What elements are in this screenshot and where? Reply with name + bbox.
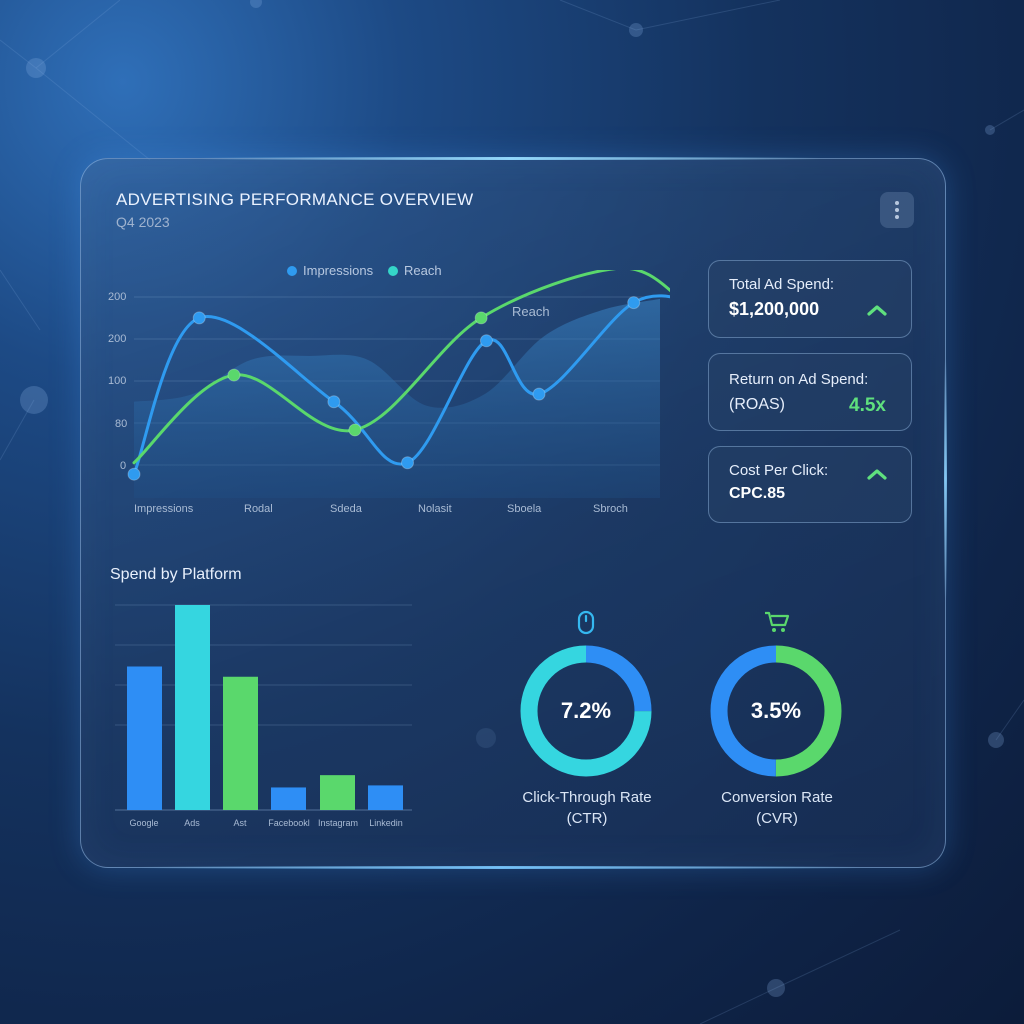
x-tick-label: Nolasit [418, 503, 452, 515]
bar-label: Facebookl [268, 818, 310, 828]
bar-ast[interactable] [223, 676, 258, 810]
bar-facebookl[interactable] [271, 787, 306, 810]
legend-item-impressions[interactable]: Impressions [287, 263, 373, 278]
data-point-reach[interactable] [474, 311, 488, 325]
legend-item-reach[interactable]: Reach [388, 263, 442, 278]
x-tick-label: Sboela [507, 503, 542, 515]
section-title-spend: Spend by Platform [110, 566, 242, 583]
ctr-label-line2: (CTR) [566, 810, 608, 827]
series-line-reach [132, 270, 670, 465]
kpi-value: $1,200,000 [729, 299, 820, 319]
more-options-button[interactable] [880, 192, 914, 228]
bar-instagram[interactable] [320, 775, 355, 810]
chevron-up-icon [867, 305, 887, 316]
x-tick-label: Impressions [134, 503, 194, 515]
bar-label: Ast [233, 818, 247, 828]
y-tick-label: 100 [108, 375, 127, 387]
bar-ads[interactable] [175, 605, 210, 810]
kpi-label: Total Ad Spend: [729, 276, 835, 293]
mouse-icon [577, 610, 595, 635]
data-point-reach[interactable] [227, 368, 241, 382]
area-series [134, 298, 660, 498]
donut-segment [710, 645, 842, 777]
bar-label: Ads [184, 818, 200, 828]
kpi-label: Cost Per Click: [729, 462, 829, 479]
series-annotation-label: Reach [512, 304, 550, 319]
panel-glow-bottom [141, 866, 861, 869]
page-subtitle: Q4 2023 [116, 214, 170, 230]
kpi-value: CPC.85 [729, 485, 786, 502]
cvr-value: 3.5% [750, 698, 802, 723]
data-point-reach[interactable] [348, 423, 362, 437]
data-point-impressions[interactable] [127, 467, 141, 481]
y-tick-label: 200 [108, 333, 127, 345]
bar-label: Google [129, 818, 159, 828]
data-point-impressions[interactable] [327, 395, 341, 409]
y-tick-label: 80 [115, 418, 128, 430]
kpi-sublabel: (ROAS) [729, 396, 785, 413]
legend-label: Reach [404, 263, 442, 278]
legend-dot-icon [388, 265, 398, 276]
more-dot-icon [895, 215, 899, 219]
bar-linkedin[interactable] [368, 785, 403, 810]
cvr-donut-chart [710, 645, 842, 777]
x-tick-label: Sbroch [593, 503, 628, 515]
cart-icon [765, 611, 790, 632]
y-tick-label: 200 [108, 291, 127, 303]
x-tick-label: Sdeda [330, 503, 362, 515]
panel-glow-right [944, 359, 947, 599]
kpi-card-cpc[interactable]: Cost Per Click: CPC.85 [708, 446, 912, 523]
y-tick-label: 0 [120, 460, 127, 472]
bar-label: Instagram [317, 818, 359, 828]
ctr-label-line1: Click-Through Rate [522, 789, 652, 806]
ctr-donut-chart [520, 645, 652, 777]
bar-google[interactable] [127, 666, 162, 811]
more-dot-icon [895, 201, 899, 205]
ctr-value: 7.2% [560, 698, 612, 723]
ctr-label: Click-Through Rate (CTR) [487, 787, 687, 829]
page-title: ADVERTISING PERFORMANCE OVERVIEW [116, 190, 474, 209]
spend-bar-chart [115, 604, 412, 811]
kpi-card-total-spend[interactable]: Total Ad Spend: $1,200,000 [708, 260, 912, 338]
kpi-value: 4.5x [849, 395, 886, 416]
panel-glow-top [201, 157, 821, 160]
kpi-label: Return on Ad Spend: [729, 371, 869, 388]
cvr-label-line2: (CVR) [756, 810, 798, 827]
data-point-impressions[interactable] [192, 311, 206, 325]
data-point-impressions[interactable] [627, 296, 641, 310]
data-point-impressions[interactable] [401, 456, 415, 470]
kpi-card-roas[interactable]: Return on Ad Spend: (ROAS) 4.5x [708, 353, 912, 431]
bar-label: Linkedin [369, 818, 403, 828]
data-point-impressions[interactable] [479, 334, 493, 348]
cvr-label-line1: Conversion Rate [721, 789, 833, 806]
donut-segment [520, 645, 652, 777]
data-point-impressions[interactable] [532, 387, 546, 401]
line-chart [127, 270, 670, 498]
chevron-up-icon [867, 469, 887, 480]
cvr-label: Conversion Rate (CVR) [677, 787, 877, 829]
legend-dot-icon [287, 265, 297, 276]
more-dot-icon [895, 208, 899, 212]
x-tick-label: Rodal [244, 503, 273, 515]
legend-label: Impressions [303, 263, 374, 278]
